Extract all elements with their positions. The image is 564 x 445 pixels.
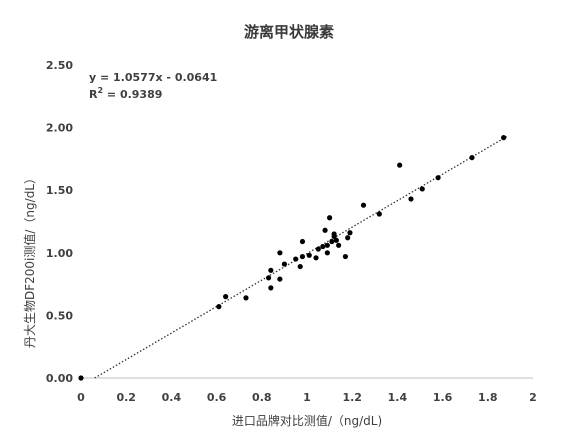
data-point <box>306 252 312 258</box>
data-point <box>315 246 321 252</box>
data-point <box>397 162 403 168</box>
data-point <box>347 230 353 236</box>
data-point <box>419 186 425 192</box>
trendline-equation: y = 1.0577x - 0.0641 <box>89 71 217 84</box>
y-tick-label: 1.50 <box>46 184 73 197</box>
x-tick-label: 1.6 <box>433 391 453 404</box>
x-tick-label: 0.8 <box>252 391 272 404</box>
trendline-r2: R2 = 0.9389 <box>89 86 162 101</box>
x-axis-ticks: 0 0.2 0.4 0.6 0.8 1 1.2 1.4 1.6 1.8 2 <box>77 391 537 404</box>
data-point <box>360 202 367 208</box>
y-tick-label: 2.50 <box>46 59 73 72</box>
data-point <box>277 250 283 256</box>
x-tick-label: 0.4 <box>162 391 182 404</box>
data-point <box>320 243 326 250</box>
y-tick-label: 0.50 <box>46 309 73 322</box>
data-point <box>322 227 328 233</box>
y-axis-label: 丹大生物DF200i测值/（ng/dL） <box>22 172 37 348</box>
data-point <box>324 250 330 256</box>
data-points <box>78 135 507 381</box>
data-point <box>336 242 342 248</box>
data-point <box>299 253 306 260</box>
x-tick-label: 0.6 <box>207 391 227 404</box>
data-point <box>243 295 249 301</box>
data-point <box>78 375 84 381</box>
data-point <box>331 233 337 240</box>
y-tick-label: 2.00 <box>46 122 73 135</box>
data-point <box>265 275 272 281</box>
data-point <box>327 215 333 221</box>
y-tick-label: 1.00 <box>46 247 73 260</box>
r2-value: = 0.9389 <box>103 88 162 101</box>
data-point <box>329 238 335 245</box>
data-point <box>281 261 287 267</box>
data-point <box>376 211 382 217</box>
data-point <box>408 196 414 202</box>
data-point <box>469 155 475 161</box>
x-axis-label: 进口品牌对比测值/（ng/dL) <box>232 413 382 428</box>
data-point <box>342 253 349 260</box>
data-point <box>299 238 306 245</box>
data-point <box>333 237 339 243</box>
data-point <box>268 267 274 273</box>
data-point <box>324 242 330 248</box>
r2-prefix: R <box>89 88 98 101</box>
r2-superscript: 2 <box>97 86 103 95</box>
data-point <box>216 304 222 310</box>
data-point <box>268 285 274 291</box>
x-tick-label: 0.2 <box>116 391 136 404</box>
x-tick-label: 1 <box>303 391 311 404</box>
data-point <box>501 135 507 141</box>
data-point <box>223 294 229 300</box>
x-tick-label: 1.4 <box>388 391 408 404</box>
data-point <box>293 256 299 262</box>
data-point <box>313 255 319 261</box>
y-tick-label: 0.00 <box>46 372 73 385</box>
chart-title: 游离甲状腺素 <box>244 23 334 41</box>
data-point <box>345 235 351 241</box>
y-axis-ticks: 0.00 0.50 1.00 1.50 2.00 2.50 <box>46 59 73 385</box>
data-point <box>277 276 283 282</box>
data-point <box>297 263 303 270</box>
data-point <box>435 175 441 181</box>
x-tick-label: 1.2 <box>342 391 362 404</box>
x-tick-label: 0 <box>77 391 85 404</box>
x-tick-label: 1.8 <box>478 391 498 404</box>
x-tick-label: 2 <box>529 391 537 404</box>
